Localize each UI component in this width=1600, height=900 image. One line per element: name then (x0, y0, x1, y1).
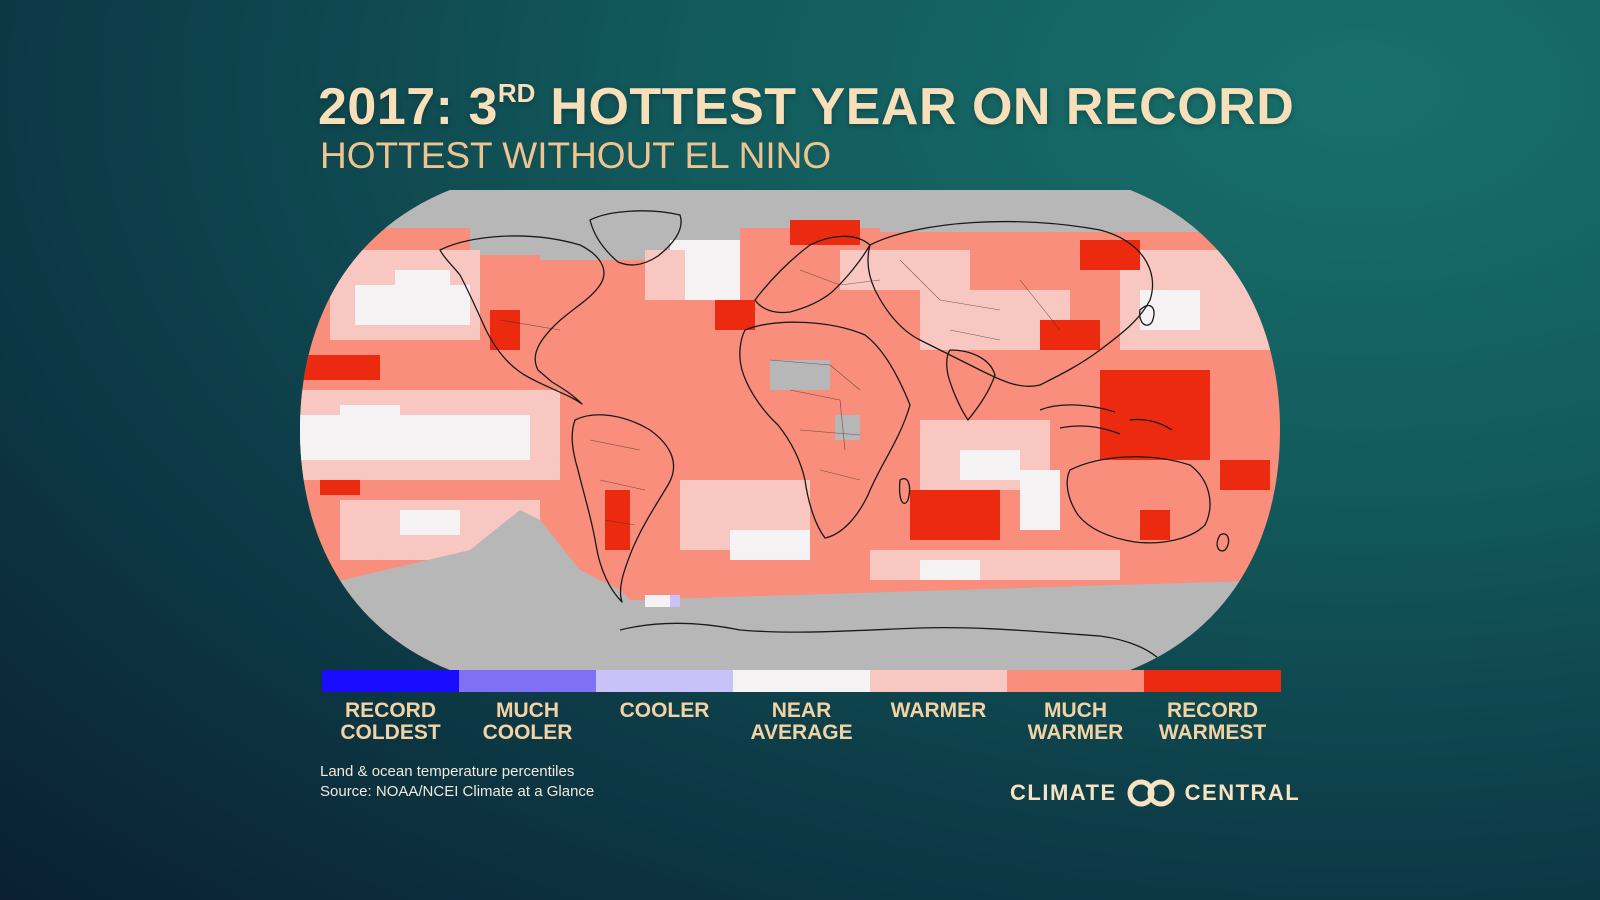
map-cell-south-pacific-near-average (400, 510, 460, 535)
logo-text-right: CENTRAL (1184, 780, 1301, 805)
map-cell-southern-ocean-warmer (870, 550, 1120, 580)
legend-swatch-record-coldest (322, 670, 459, 692)
map-cell-indian-ocean-near-average (960, 450, 1020, 480)
map-cell-epac-record (300, 355, 380, 380)
map-no-data-siberia-north (880, 190, 1230, 232)
page-title: 2017: 3RD HOTTEST YEAR ON RECORD (318, 80, 1294, 133)
legend-swatch-warmer (870, 670, 1007, 692)
title-ordinal-suffix: RD (497, 78, 536, 108)
legend-label-line: RECORD (344, 699, 436, 722)
map-cell-south-america-record (605, 490, 630, 550)
legend-label-much-warmer: MUCH WARMER (1007, 700, 1144, 744)
legend-label-much-cooler: MUCH COOLER (459, 700, 596, 744)
coastline-new-zealand (1216, 533, 1230, 552)
legend-label-line: WARMEST (1158, 721, 1267, 744)
legend-label-line: COLDEST (340, 721, 441, 744)
legend-label-line: COOLER (619, 699, 710, 722)
map-country-borders (499, 259, 1061, 526)
borders-africa (769, 359, 861, 481)
legend-label-line: RECORD (1166, 699, 1258, 722)
legend-color-scale (322, 670, 1281, 692)
logo-text-left: CLIMATE (1010, 780, 1117, 805)
legend-label-line: AVERAGE (750, 721, 853, 744)
coastline-australia (1066, 456, 1211, 544)
map-coastlines (439, 210, 1230, 661)
climate-central-logo: CLIMATE CENTRAL (1010, 778, 1300, 808)
coastline-japan (1139, 305, 1155, 326)
coastline-africa (739, 321, 911, 539)
map-cell-s-indian-record (910, 490, 1000, 540)
map-cell-sw-pacific-record (1220, 460, 1270, 490)
page-subtitle: HOTTEST WITHOUT EL NINO (320, 135, 832, 176)
coastline-europe (754, 235, 871, 314)
map-cell-wpac-record (1100, 370, 1210, 460)
map-cell-drake-cooler (670, 595, 680, 607)
coastline-antarctica (619, 622, 1161, 661)
footnote-source: Source: NOAA/NCEI Climate at a Glance (320, 783, 595, 800)
borders-americas (499, 319, 646, 526)
map-cell-tropical-pacific-near-average (300, 415, 530, 460)
legend-swatch-much-cooler (459, 670, 596, 692)
map-cell-southern-ocean-near-average (920, 560, 980, 580)
coastline-greenland (589, 210, 682, 266)
coastline-indonesia (1039, 404, 1173, 435)
world-temperature-map (300, 190, 1280, 670)
footnote-description: Land & ocean temperature percentiles (320, 763, 575, 780)
coastline-north-america (439, 235, 605, 405)
legend-label-line: MUCH (1044, 699, 1107, 722)
legend-label-cooler: COOLER (596, 700, 733, 744)
legend-label-record-coldest: RECORD COLDEST (322, 700, 459, 744)
map-cell-indian-ocean-near-average-2 (1020, 470, 1060, 530)
coastline-madagascar (898, 478, 911, 504)
map-cell-central-africa-no-data (835, 415, 860, 440)
title-text: HOTTEST YEAR ON RECORD (535, 78, 1295, 136)
map-cell-south-atlantic-near-average (730, 530, 810, 560)
legend-labels: RECORD COLDEST MUCH COOLER COOLER NEAR AVER… (322, 700, 1281, 744)
legend-swatch-cooler (596, 670, 733, 692)
map-cell-europe-warmer (840, 250, 970, 290)
map-cell-natl-record (715, 300, 755, 330)
map-no-data-south-pacific (300, 510, 1280, 670)
legend-label-line: NEAR (771, 699, 832, 722)
map-cell-drake-near-average (645, 595, 675, 607)
map-cell-npac-near-average-2 (395, 270, 450, 295)
map-globe (300, 190, 1280, 670)
legend-label-line: WARMER (1027, 721, 1124, 744)
legend-swatch-record-warmest (1144, 670, 1281, 692)
legend-label-near-average: NEAR AVERAGE (733, 700, 870, 744)
legend-label-line: COOLER (482, 721, 573, 744)
coastline-south-america (571, 414, 675, 603)
map-cell-npac-north-record (1080, 240, 1140, 270)
coastline-india (946, 349, 996, 421)
borders-europe-asia (799, 259, 1061, 341)
map-cell-se-pacific-record (320, 480, 360, 495)
coastline-asia (867, 220, 1154, 387)
legend-swatch-much-warmer (1007, 670, 1144, 692)
legend-label-line: WARMER (890, 699, 987, 722)
map-cell-npac-record (1040, 320, 1100, 350)
legend-swatch-near-average (733, 670, 870, 692)
map-cell-scandinavia-record (790, 220, 860, 245)
map-cell-natl-warmer (645, 250, 685, 300)
legend-label-line: MUCH (496, 699, 559, 722)
map-no-data-canada-north (470, 210, 580, 255)
legend-label-warmer: WARMER (870, 700, 1007, 744)
interlocking-rings-icon (1127, 779, 1175, 807)
legend-label-record-warmest: RECORD WARMEST (1144, 700, 1281, 744)
map-cell-nepac-record (490, 310, 520, 350)
map-cell-australia-east-record (1140, 510, 1170, 540)
title-year: 2017: 3 (318, 78, 498, 136)
map-cell-africa-sahara-no-data (770, 360, 830, 390)
map-cell-tropical-pacific-near-average-2 (340, 405, 400, 420)
